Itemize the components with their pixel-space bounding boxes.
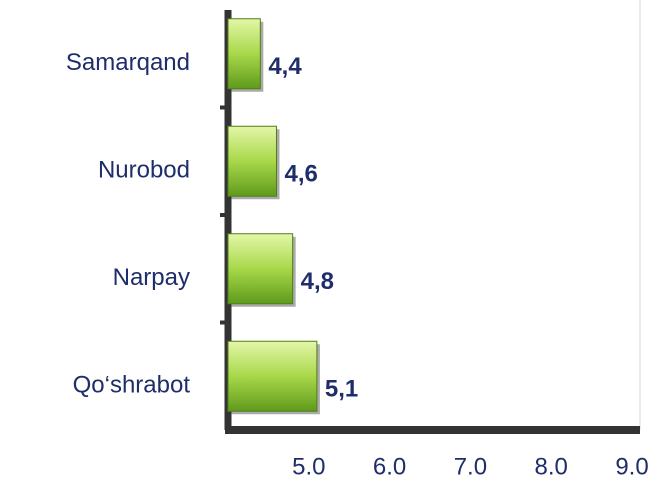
x-tick-label: 5.0 <box>292 453 325 480</box>
x-tick-label: 8.0 <box>535 453 568 480</box>
category-label: Nurobod <box>98 157 190 184</box>
x-tick-label: 6.0 <box>373 453 406 480</box>
value-label: 4,8 <box>301 268 334 295</box>
bar <box>227 18 261 90</box>
category-label: Narpay <box>113 264 190 291</box>
bar <box>227 340 318 412</box>
x-tick-label: 9.0 <box>615 453 648 480</box>
bar <box>227 233 294 305</box>
category-label: Samarqand <box>66 49 190 76</box>
value-label: 4,6 <box>284 161 317 188</box>
value-label: 4,4 <box>268 53 302 80</box>
category-label: Qo‘shrabot <box>73 372 191 399</box>
x-tick-label: 7.0 <box>454 453 487 480</box>
bar <box>227 125 277 197</box>
value-label: 5,1 <box>325 376 358 403</box>
